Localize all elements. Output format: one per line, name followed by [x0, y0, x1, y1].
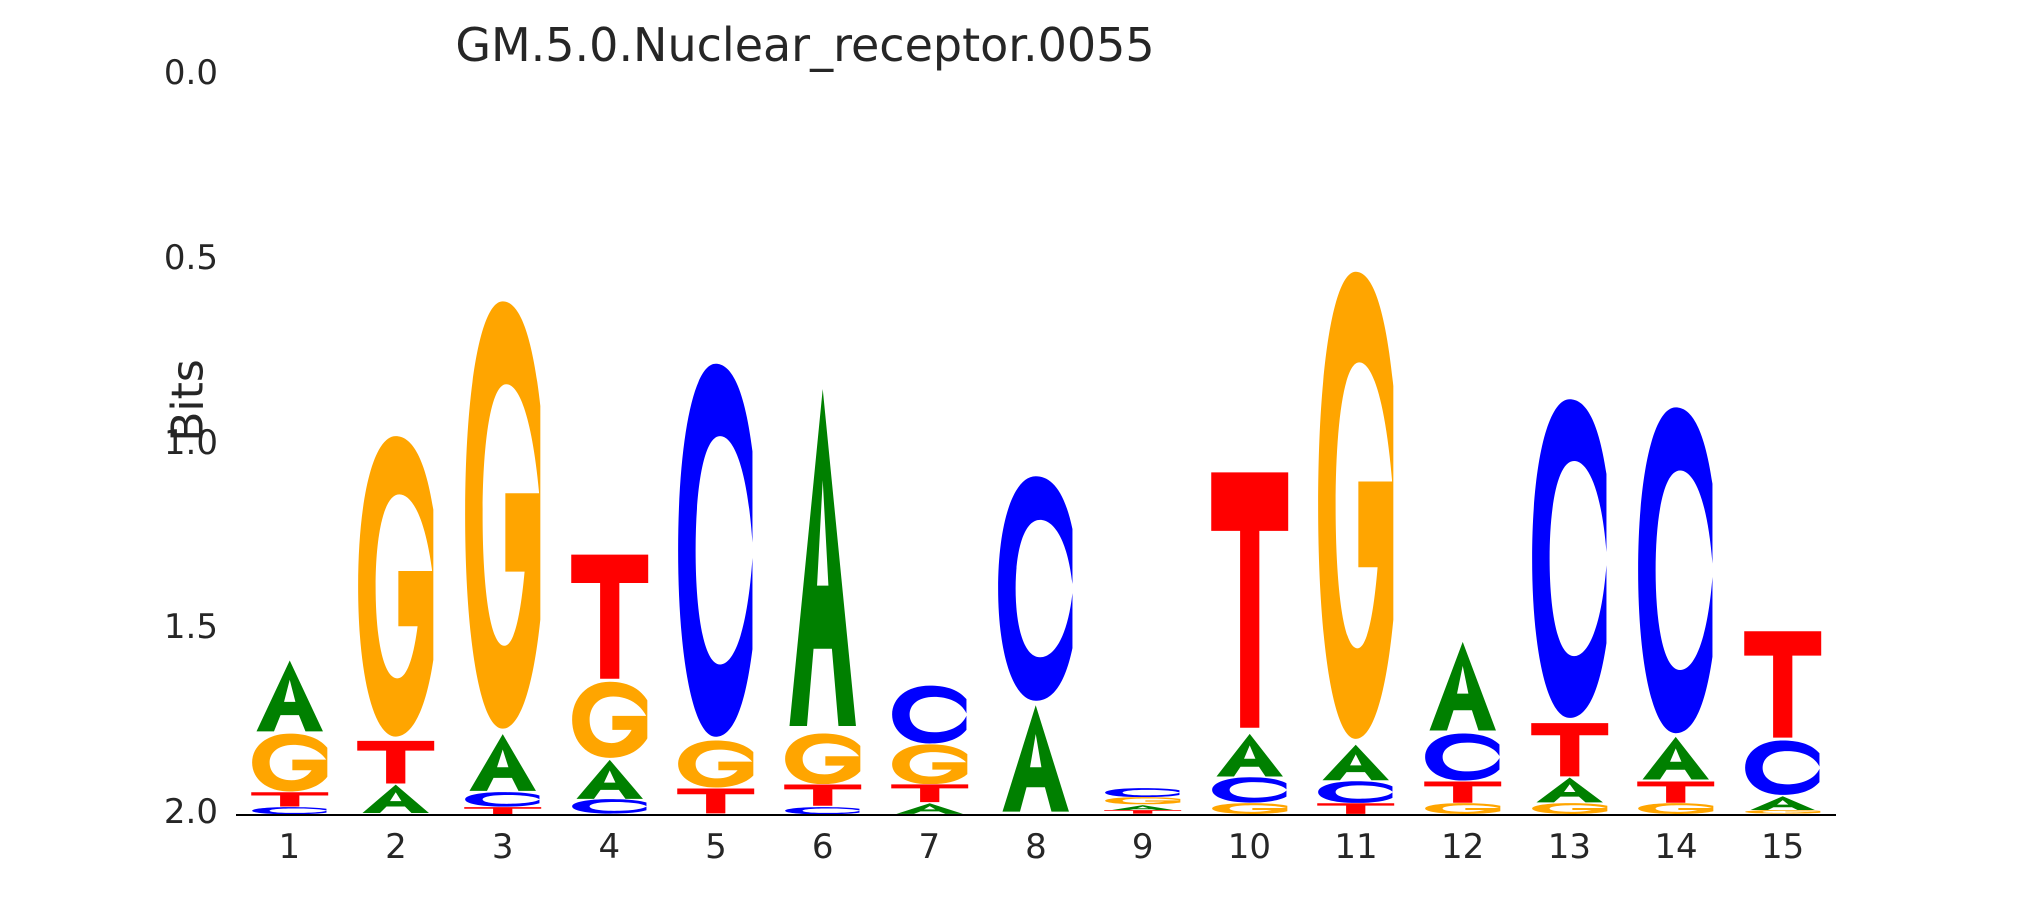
logo-stack	[1206, 467, 1293, 814]
logo-letter-G	[672, 740, 759, 788]
x-tick-label: 15	[1761, 827, 1805, 867]
x-tick-label: 11	[1334, 827, 1378, 867]
y-tick-label: 1.5	[163, 607, 218, 648]
logo-letter-C	[992, 474, 1079, 703]
logo-stack	[886, 685, 973, 814]
logo-letter-C	[672, 360, 759, 741]
logo-letter-T	[1312, 803, 1399, 814]
logo-letter-T	[1632, 781, 1719, 803]
logo-letter-C	[1206, 777, 1293, 803]
logo-stack	[1739, 629, 1826, 814]
x-axis-line	[236, 814, 1836, 816]
logo-letter-G	[1099, 797, 1186, 805]
logo-letter-A	[566, 759, 653, 800]
logo-letter-G	[246, 733, 333, 792]
logo-letter-T	[779, 784, 866, 807]
logo-stack	[1419, 640, 1506, 814]
logo-letter-C	[1526, 396, 1613, 721]
logo-stack	[1526, 396, 1613, 814]
logo-letter-A	[1312, 744, 1399, 781]
logo-stack	[459, 297, 546, 814]
logo-letter-G	[459, 297, 546, 733]
x-tick-label: 9	[1131, 827, 1154, 867]
logo-stack	[672, 360, 759, 814]
logo-letter-C	[1632, 404, 1719, 737]
logo-stack	[1632, 404, 1719, 814]
x-tick-label: 12	[1441, 827, 1485, 867]
y-tick-label: 0.0	[163, 53, 218, 93]
logo-letter-G	[1632, 803, 1719, 814]
logo-letter-T	[566, 552, 653, 681]
logo-letter-C	[886, 685, 973, 744]
logo-letter-G	[566, 681, 653, 759]
x-tick-label: 7	[918, 827, 941, 867]
x-tick-label: 8	[1025, 827, 1047, 867]
y-tick-label: 1.0	[163, 422, 218, 463]
logo-letter-G	[1312, 267, 1399, 744]
plot-area: Bits 2.0 1.5 1.0 0.5 0.0 1 2 3 4 5 6 7 8 9 10 11 12 13 14…	[163, 53, 1836, 867]
x-tick-label: 6	[811, 827, 834, 867]
logo-letter-G	[886, 744, 973, 785]
logo-letter-A	[1739, 795, 1826, 811]
logo-letter-C	[1419, 733, 1506, 781]
logo-letter-T	[352, 740, 439, 784]
x-tick-label: 3	[491, 827, 514, 867]
x-tick-label: 5	[705, 827, 727, 867]
logo-letter-T	[1099, 810, 1186, 814]
logo-stack	[246, 659, 333, 814]
x-tick-label: 2	[385, 827, 407, 867]
logo-letter-A	[1206, 733, 1293, 777]
logo-letter-C	[459, 792, 546, 807]
logo-letter-C	[779, 806, 866, 814]
logo-letter-T	[459, 806, 546, 814]
logo-stack	[1312, 267, 1399, 814]
logo-stack	[352, 433, 439, 814]
logo-letter-A	[1632, 736, 1719, 780]
logo-letter-A	[246, 659, 333, 733]
logo-letter-A	[886, 803, 973, 814]
logo-letter-G	[352, 433, 439, 740]
y-axis-label: Bits	[162, 359, 214, 442]
logo-stack	[1099, 788, 1186, 814]
logo-letter-G	[1526, 803, 1613, 814]
logo-letter-C	[566, 799, 653, 814]
x-tick-label: 14	[1654, 827, 1698, 867]
logo-letter-A	[992, 703, 1079, 814]
logo-letter-A	[779, 382, 866, 733]
logo-stack	[779, 382, 866, 814]
x-tick-label: 1	[278, 827, 301, 867]
logo-letter-C	[1739, 740, 1826, 795]
logo-letter-C	[246, 806, 333, 814]
logo-letter-G	[1419, 803, 1506, 814]
logo-letter-T	[672, 788, 759, 814]
x-tick-label: 4	[598, 827, 621, 867]
logo-letter-T	[1526, 722, 1613, 777]
page-title: GM.5.0.Nuclear_receptor.0055	[455, 18, 1155, 72]
logo-letter-A	[352, 784, 439, 814]
logo-letter-T	[1419, 781, 1506, 803]
logo-letter-T	[1739, 629, 1826, 740]
logo-letter-T	[1206, 467, 1293, 733]
y-tick-label: 0.5	[163, 237, 218, 278]
y-tick-label: 2.0	[163, 792, 218, 832]
logo-letter-G	[1206, 803, 1293, 814]
logo-stack	[566, 552, 653, 814]
logo-letter-G	[1739, 810, 1826, 814]
logo-letter-A	[459, 733, 546, 792]
logo-letter-A	[1526, 777, 1613, 803]
logo-letter-C	[1312, 780, 1399, 803]
logo-letter-C	[1099, 788, 1186, 798]
logo-letter-G	[779, 733, 866, 785]
logo-letter-A	[1099, 804, 1186, 811]
logo-stack	[992, 474, 1079, 814]
logo-letter-T	[886, 784, 973, 803]
logo-letter-A	[1419, 640, 1506, 732]
logo-letter-T	[246, 792, 333, 807]
x-tick-label: 13	[1547, 827, 1591, 867]
x-tick-label: 10	[1227, 827, 1271, 867]
